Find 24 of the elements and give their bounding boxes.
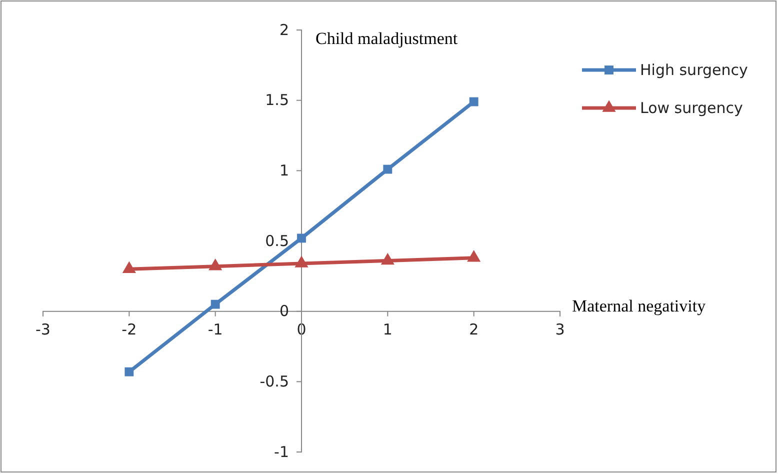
point xyxy=(383,164,392,174)
y-tick-label: -0.5 xyxy=(260,372,289,390)
point xyxy=(208,258,222,270)
y-tick-label: -1 xyxy=(274,442,289,461)
point xyxy=(122,261,136,274)
x-tick-label: -3 xyxy=(36,320,50,338)
point xyxy=(469,97,478,106)
y-tick-label: 1.5 xyxy=(265,91,289,110)
legend-label: Low surgency xyxy=(640,99,744,117)
y-tick-label: 2 xyxy=(279,20,289,39)
x-tick-label: 2 xyxy=(469,320,479,338)
x-tick-label: -2 xyxy=(122,320,137,338)
point xyxy=(294,256,308,268)
y-tick-label: 1 xyxy=(279,161,289,180)
x-tick-label: -1 xyxy=(208,320,223,338)
point xyxy=(467,250,481,262)
point xyxy=(380,252,394,265)
x-tick-label: 1 xyxy=(382,320,392,338)
x-tick-label: 3 xyxy=(555,320,565,338)
y-axis-title: Child maladjustment xyxy=(316,29,458,48)
x-axis-title: Maternal negativity xyxy=(572,296,706,316)
y-tick-label: 0.5 xyxy=(265,232,289,250)
legend-label: High surgency xyxy=(640,61,748,79)
y-tick-label: 0 xyxy=(279,302,289,320)
